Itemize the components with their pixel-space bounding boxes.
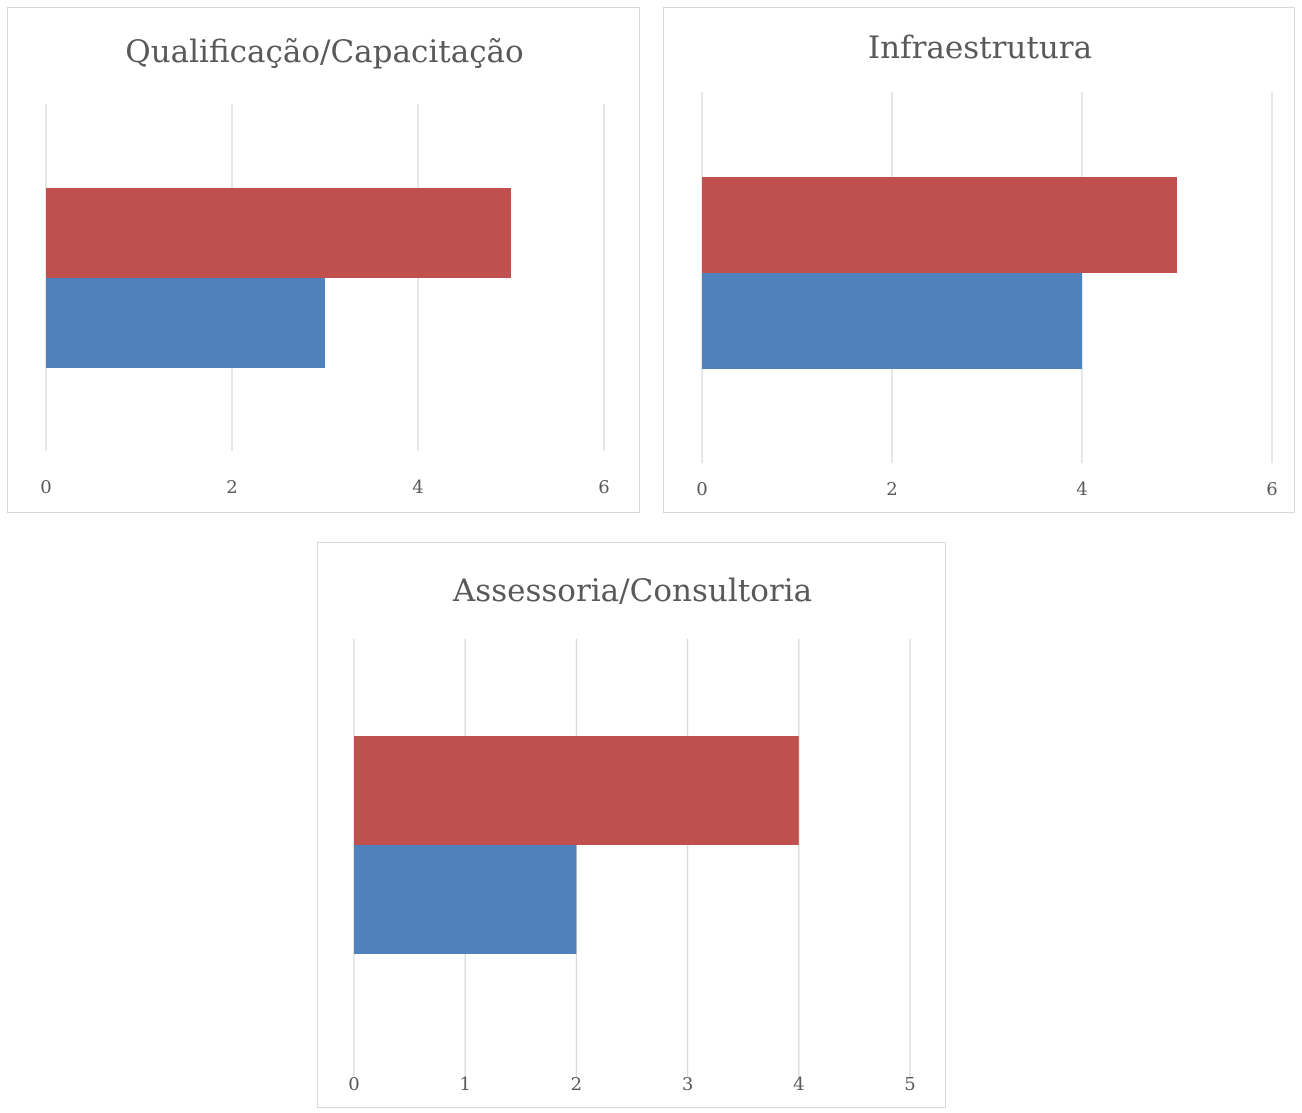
x-tick-label: 6 bbox=[598, 477, 609, 498]
x-tick-label: 0 bbox=[40, 477, 51, 498]
chart-title: Assessoria/Consultoria bbox=[452, 573, 812, 609]
bar-series-1 bbox=[354, 736, 799, 845]
chart-title: Infraestrutura bbox=[868, 30, 1092, 66]
x-tick-label: 2 bbox=[226, 477, 237, 498]
chart-panel-infraestrutura: Infraestrutura 0 2 4 6 bbox=[663, 7, 1295, 513]
bar-series-2 bbox=[702, 273, 1082, 369]
chart-panel-qualificacao: Qualificação/Capacitação 0 2 4 6 bbox=[7, 7, 640, 513]
chart-panel-assessoria: Assessoria/Consultoria 0 1 2 3 4 5 bbox=[317, 542, 946, 1108]
x-tick-label: 0 bbox=[348, 1074, 359, 1095]
bar-series-1 bbox=[46, 188, 511, 278]
bar-series-1 bbox=[702, 177, 1177, 273]
x-tick-label: 4 bbox=[412, 477, 423, 498]
x-tick-label: 5 bbox=[904, 1074, 915, 1095]
x-tick-label: 1 bbox=[459, 1074, 470, 1095]
x-tick-label: 4 bbox=[1076, 479, 1087, 500]
x-tick-label: 2 bbox=[886, 479, 897, 500]
chart-svg: Qualificação/Capacitação 0 2 4 6 bbox=[40, 34, 609, 498]
chart-svg: Infraestrutura 0 2 4 6 bbox=[696, 30, 1277, 500]
x-tick-label: 3 bbox=[682, 1074, 693, 1095]
x-tick-label: 2 bbox=[571, 1074, 582, 1095]
chart-title: Qualificação/Capacitação bbox=[125, 34, 523, 70]
x-tick-label: 0 bbox=[696, 479, 707, 500]
chart-svg: Assessoria/Consultoria 0 1 2 3 4 5 bbox=[348, 573, 915, 1095]
x-tick-label: 4 bbox=[793, 1074, 804, 1095]
x-tick-label: 6 bbox=[1266, 479, 1277, 500]
bar-series-2 bbox=[354, 845, 577, 954]
bar-series-2 bbox=[46, 278, 325, 368]
